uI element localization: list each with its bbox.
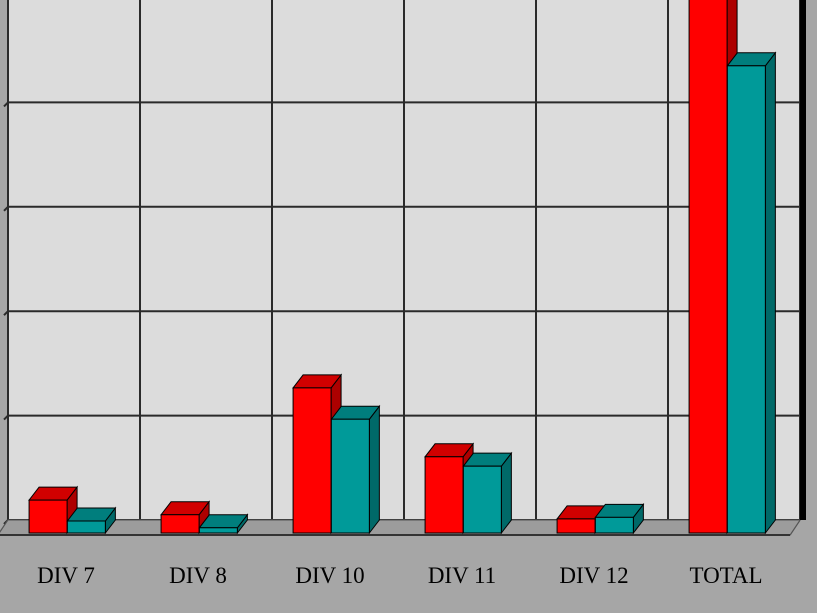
right-side-wall xyxy=(800,0,806,520)
category-label: DIV 7 xyxy=(37,563,95,588)
bar xyxy=(594,502,645,535)
bar xyxy=(462,451,513,535)
chart-floor xyxy=(0,519,801,536)
bar xyxy=(330,404,381,535)
category-label: DIV 10 xyxy=(295,563,364,588)
bars xyxy=(28,0,777,535)
bar xyxy=(198,513,249,535)
bar xyxy=(424,442,475,535)
bar xyxy=(726,51,777,535)
bar xyxy=(66,506,117,535)
category-label: TOTAL xyxy=(689,563,762,588)
category-label: DIV 12 xyxy=(559,563,628,588)
category-label: DIV 8 xyxy=(169,563,227,588)
category-label: DIV 11 xyxy=(428,563,496,588)
category-labels: DIV 7 DIV 8 DIV 10 DIV 11 DIV 12 TOTAL xyxy=(37,563,762,588)
